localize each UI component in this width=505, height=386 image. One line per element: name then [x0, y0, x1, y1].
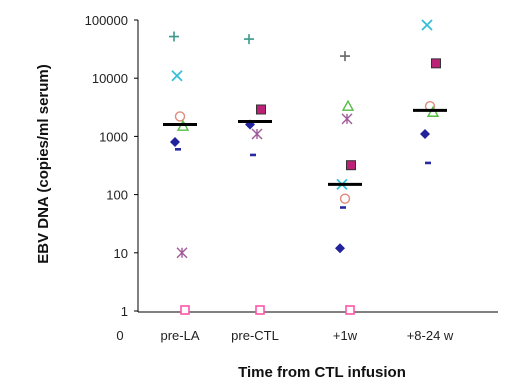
x-origin-label: 0 — [116, 328, 123, 343]
data-point — [244, 34, 254, 45]
x-tick-label: +1w — [333, 328, 358, 343]
data-point — [175, 148, 181, 151]
data-point — [341, 113, 353, 125]
data-point — [171, 70, 183, 82]
data-point — [420, 128, 430, 139]
data-point — [170, 137, 180, 148]
data-point — [341, 99, 355, 111]
data-point — [346, 160, 356, 171]
data-point — [340, 51, 350, 62]
data-point — [180, 305, 190, 315]
y-tick-label: 10000 — [92, 71, 128, 86]
y-tick-label: 100000 — [85, 13, 128, 28]
y-axis-title: EBV DNA (copies/ml serum) — [35, 64, 52, 264]
data-point — [250, 153, 256, 157]
data-point — [345, 305, 355, 315]
median-lines — [163, 108, 447, 186]
x-tick-label: pre-CTL — [231, 328, 279, 343]
y-tick-label: 1 — [121, 304, 128, 319]
data-point — [176, 247, 188, 259]
y-tick-label: 10 — [114, 246, 128, 261]
data-point — [340, 206, 346, 209]
data-point — [421, 19, 433, 31]
y-ticks: 1 10 100 1000 10000 100000 — [85, 13, 138, 319]
data-point — [256, 104, 266, 115]
data-point — [425, 161, 431, 165]
x-tick-label: pre-LA — [160, 328, 199, 343]
data-point — [169, 31, 179, 42]
x-axis: 0 pre-LA pre-CTL +1w +8-24 w — [116, 311, 498, 343]
x-axis-title: Time from CTL infusion — [238, 364, 406, 381]
y-tick-label: 100 — [106, 188, 128, 203]
data-point — [335, 243, 345, 254]
y-axis: 1 10 100 1000 10000 100000 — [85, 13, 139, 319]
y-tick-label: 1000 — [99, 129, 128, 144]
data-point — [251, 128, 263, 140]
x-tick-label: +8-24 w — [407, 328, 454, 343]
data-points — [169, 19, 441, 315]
data-point — [339, 193, 351, 204]
data-point — [431, 58, 441, 69]
data-point — [255, 305, 265, 315]
x-ticks: pre-LA pre-CTL +1w +8-24 w — [160, 328, 453, 343]
data-point — [174, 111, 186, 122]
